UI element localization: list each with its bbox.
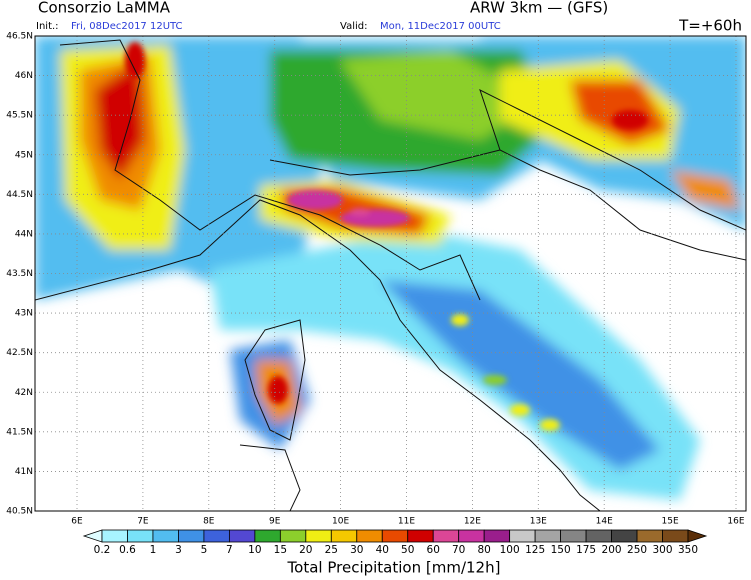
graticule: 46.5N 46N 45.5N 45N 44.5N 44N 43.5N 43N 42.5N 42N… <box>6 32 746 527</box>
colorbar-swatch <box>330 529 358 543</box>
lat-label: 46N <box>15 71 33 81</box>
lon-label: 7E <box>137 517 149 527</box>
lon-label: 16E <box>727 517 744 527</box>
colorbar-swatch <box>585 529 612 543</box>
colorbar-label: 15 <box>274 544 287 556</box>
colorbar-swatch <box>636 529 663 543</box>
colorbar-swatch <box>458 529 485 543</box>
colorbar-swatch <box>407 529 434 543</box>
lon-label: 14E <box>596 517 613 527</box>
colorbar-swatch <box>483 529 511 543</box>
colorbar: 0.2 0.6 1 3 5 7 10 15 20 25 30 40 50 60 70 80 100 125 150 1… <box>82 529 708 556</box>
colorbar-swatch <box>381 529 409 543</box>
lon-label: 9E <box>269 517 281 527</box>
colorbar-label: 5 <box>201 544 208 556</box>
colorbar-title: Total Precipitation [mm/12h] <box>287 559 501 577</box>
lat-label: 42N <box>15 388 33 398</box>
model: ARW 3km — (GFS) <box>470 0 608 17</box>
forecast-time: T=+60h <box>678 17 742 35</box>
colorbar-swatch <box>101 529 128 543</box>
lon-label: 11E <box>398 517 415 527</box>
colorbar-swatch <box>127 529 154 543</box>
colorbar-label: 250 <box>627 544 647 556</box>
colorbar-label: 350 <box>678 544 698 556</box>
lon-label: 10E <box>332 517 349 527</box>
lat-label: 44.5N <box>6 190 33 200</box>
colorbar-label: 10 <box>248 544 261 556</box>
colorbar-label: 40 <box>376 544 389 556</box>
colorbar-swatch <box>611 529 638 543</box>
lat-label: 44N <box>15 229 33 239</box>
colorbar-arrow-low <box>82 529 103 543</box>
colorbar-swatch <box>534 529 562 543</box>
colorbar-swatch <box>228 529 256 543</box>
init-label: Init.: <box>36 21 59 32</box>
lon-label: 6E <box>71 517 83 527</box>
colorbar-swatch <box>178 529 205 543</box>
lat-label: 45.5N <box>6 111 33 121</box>
lat-label: 42.5N <box>6 348 33 358</box>
colorbar-label: 3 <box>175 544 182 556</box>
init-value: Fri, 08Dec2017 12UTC <box>71 21 183 32</box>
lat-label: 45N <box>15 150 33 160</box>
colorbar-label: 100 <box>500 544 520 556</box>
colorbar-swatch <box>203 529 230 543</box>
colorbar-label: 50 <box>401 544 414 556</box>
colorbar-label: 150 <box>551 544 571 556</box>
precip-peaks <box>125 42 648 431</box>
lon-label: 12E <box>464 517 481 527</box>
valid-value: Mon, 11Dec2017 00UTC <box>380 21 501 32</box>
colorbar-swatch <box>356 529 383 543</box>
colorbar-label: 25 <box>325 544 338 556</box>
lat-label: 40.5N <box>6 507 33 517</box>
colorbar-label: 60 <box>427 544 440 556</box>
colorbar-label: 0.6 <box>119 544 136 556</box>
title: Consorzio LaMMA <box>38 0 171 17</box>
colorbar-label: 1 <box>150 544 157 556</box>
colorbar-label: 80 <box>477 544 490 556</box>
lat-label: 41.5N <box>6 427 33 437</box>
colorbar-swatch <box>662 529 689 543</box>
colorbar-swatch <box>305 529 332 543</box>
colorbar-label: 0.2 <box>94 544 111 556</box>
lat-label: 46.5N <box>6 32 33 42</box>
lon-label: 8E <box>203 517 215 527</box>
map-frame <box>34 35 747 512</box>
colorbar-swatch <box>560 529 587 543</box>
colorbar-label: 300 <box>652 544 672 556</box>
colorbar-label: 125 <box>525 544 545 556</box>
coastlines <box>35 39 746 511</box>
lon-label: 15E <box>662 517 679 527</box>
colorbar-label: 175 <box>576 544 596 556</box>
colorbar-label: 30 <box>350 544 363 556</box>
lon-label: 13E <box>530 517 547 527</box>
colorbar-label: 200 <box>602 544 622 556</box>
colorbar-swatch <box>152 529 179 543</box>
colorbar-swatch <box>279 529 307 543</box>
valid-label: Valid: <box>340 21 367 32</box>
colorbar-swatch <box>432 529 460 543</box>
colorbar-arrow-high <box>687 529 708 543</box>
colorbar-label: 20 <box>299 544 312 556</box>
colorbar-swatch <box>509 529 536 543</box>
lat-label: 43N <box>15 309 33 319</box>
colorbar-label: 7 <box>226 544 233 556</box>
colorbar-swatch <box>254 529 281 543</box>
colorbar-label: 70 <box>452 544 465 556</box>
lat-label: 41N <box>15 467 33 477</box>
precip <box>35 36 746 500</box>
lat-label: 43.5N <box>6 269 33 279</box>
